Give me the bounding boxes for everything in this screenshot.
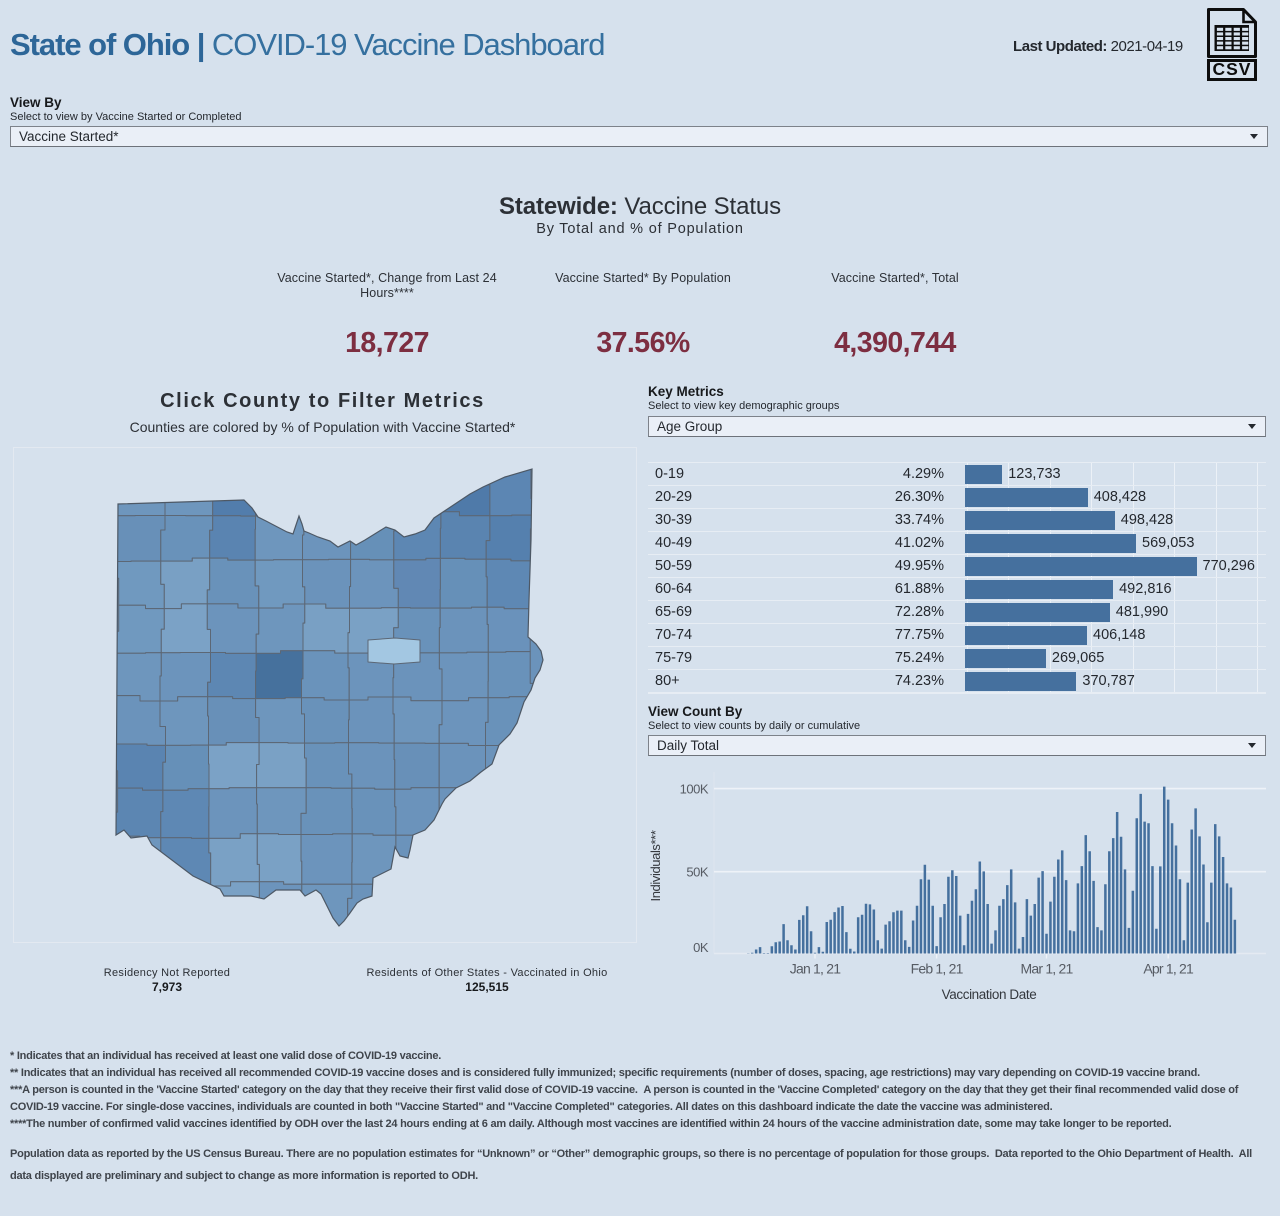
svg-text:Feb 1, 21: Feb 1, 21 (911, 961, 964, 977)
svg-text:Vaccination Date: Vaccination Date (942, 987, 1037, 1002)
svg-text:50K: 50K (686, 865, 708, 880)
svg-text:Individuals***: Individuals*** (648, 830, 663, 901)
svg-text:Jan 1, 21: Jan 1, 21 (790, 961, 841, 977)
svg-text:Mar 1, 21: Mar 1, 21 (1021, 961, 1074, 977)
svg-text:Apr 1, 21: Apr 1, 21 (1143, 961, 1194, 977)
svg-text:CSV: CSV (1213, 59, 1252, 79)
svg-text:100K: 100K (680, 782, 709, 797)
svg-text:0K: 0K (693, 940, 709, 955)
